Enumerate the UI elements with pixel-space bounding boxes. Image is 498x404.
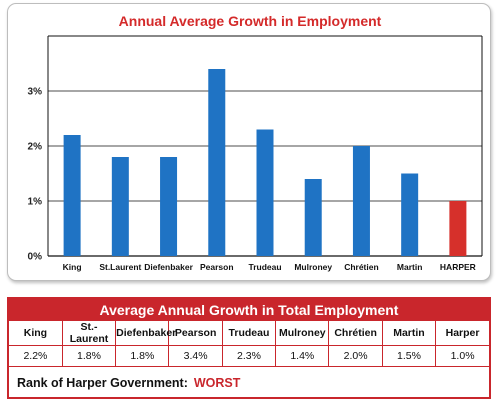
table-header-cell: Mulroney [275,321,330,346]
bar [160,157,178,256]
table-value-row: 2.2% 1.8% 1.8% 3.4% 2.3% 1.4% 2.0% 1.5% 1.0% [9,345,489,367]
table-header-cell: Chrétien [328,321,383,346]
bar [401,173,419,256]
rank-value: WORST [193,376,241,390]
x-tick-label: King [63,262,82,272]
bar [111,157,129,256]
table-value-cell: 2.3% [221,345,277,367]
y-tick-label: 0% [28,252,43,263]
y-tick-label: 3% [28,87,43,98]
table-title: Average Annual Growth in Total Employmen… [9,299,489,321]
table-value-cell: 2.0% [328,345,383,367]
x-tick-label: Trudeau [248,262,281,272]
bar [449,201,467,256]
table-value-cell: 1.4% [275,345,330,367]
x-tick-label: HARPER [440,262,476,272]
table-value-cell: 1.8% [61,345,117,367]
table-value-cell: 2.2% [9,345,63,367]
bar [63,135,81,256]
y-tick-label: 2% [28,142,43,153]
x-axis-ticks: King St.Laurent Diefenbaker Pearson Trudeau M… [63,262,476,272]
y-tick-label: 1% [28,197,43,208]
rank-row: Rank of Harper Government: WORST [9,367,489,400]
table-header-cell: Martin [381,321,437,346]
table-header-cell: King [9,321,63,346]
table-value-cell: 1.8% [115,345,170,367]
bar [352,146,370,256]
table-header-row: King St.-Laurent Diefenbaker Pearson Trudeau… [9,321,489,346]
table-header-cell: Harper [435,321,489,346]
x-tick-label: Mulroney [294,262,332,272]
summary-table-panel: Average Annual Growth in Total Employmen… [7,297,491,399]
rank-label: Rank of Harper Government: [17,376,188,390]
x-tick-label: Martin [397,262,423,272]
bar-layer [63,69,467,256]
y-axis-ticks: 0% 1% 2% 3% [28,87,43,263]
bar-chart: Annual Average Growth in Employment 0% 1%… [28,13,483,272]
table-header-cell: Diefenbaker [115,321,176,346]
x-tick-label: Chrétien [344,262,378,272]
x-tick-label: Diefenbaker [144,262,193,272]
table-header-cell: Trudeau [221,321,277,346]
bar [208,69,226,256]
table-header-cell: St.-Laurent [61,321,117,346]
table-header-cell: Pearson [168,321,223,346]
table-value-cell: 3.4% [168,345,223,367]
chart-panel: Annual Average Growth in Employment 0% 1%… [7,3,491,281]
table-value-cell: 1.0% [435,345,489,367]
table-value-cell: 1.5% [381,345,437,367]
chart-title: Annual Average Growth in Employment [119,13,382,29]
bar [256,129,274,256]
x-tick-label: St.Laurent [99,262,141,272]
bar [304,179,322,256]
growth-table: King St.-Laurent Diefenbaker Pearson Trudeau… [9,321,489,367]
x-tick-label: Pearson [200,262,234,272]
